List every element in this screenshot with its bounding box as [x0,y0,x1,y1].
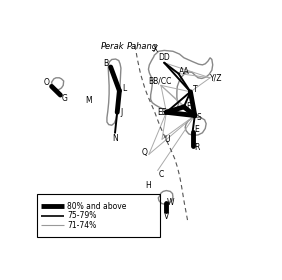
Text: B: B [103,59,108,68]
Text: O: O [44,78,50,87]
Text: C: C [158,170,164,179]
Text: W: W [167,198,175,207]
Text: BB/CC: BB/CC [148,76,171,85]
Text: L: L [122,84,126,93]
Text: T: T [193,85,198,94]
Text: V: V [164,212,169,221]
Text: Y/Z: Y/Z [210,73,222,82]
Text: F: F [186,102,191,111]
Text: E: E [195,125,199,134]
Text: 80% and above: 80% and above [67,202,126,211]
Text: EE: EE [157,108,166,117]
Text: U: U [164,135,169,144]
Bar [38,194,160,237]
Text: 75-79%: 75-79% [67,211,96,220]
Text: M: M [85,96,92,105]
Text: H: H [145,181,151,190]
Text: AA: AA [179,67,189,76]
Text: Pahang: Pahang [127,42,158,51]
Text: Perak: Perak [101,42,125,51]
Text: DD: DD [158,53,170,62]
Text: G: G [61,94,67,103]
Text: Q: Q [142,148,147,157]
Text: J: J [120,108,123,117]
Text: S: S [197,113,202,122]
Text: N: N [112,134,118,143]
Text: X: X [152,45,158,54]
Text: R: R [194,143,200,152]
Text: 71-74%: 71-74% [67,221,96,230]
